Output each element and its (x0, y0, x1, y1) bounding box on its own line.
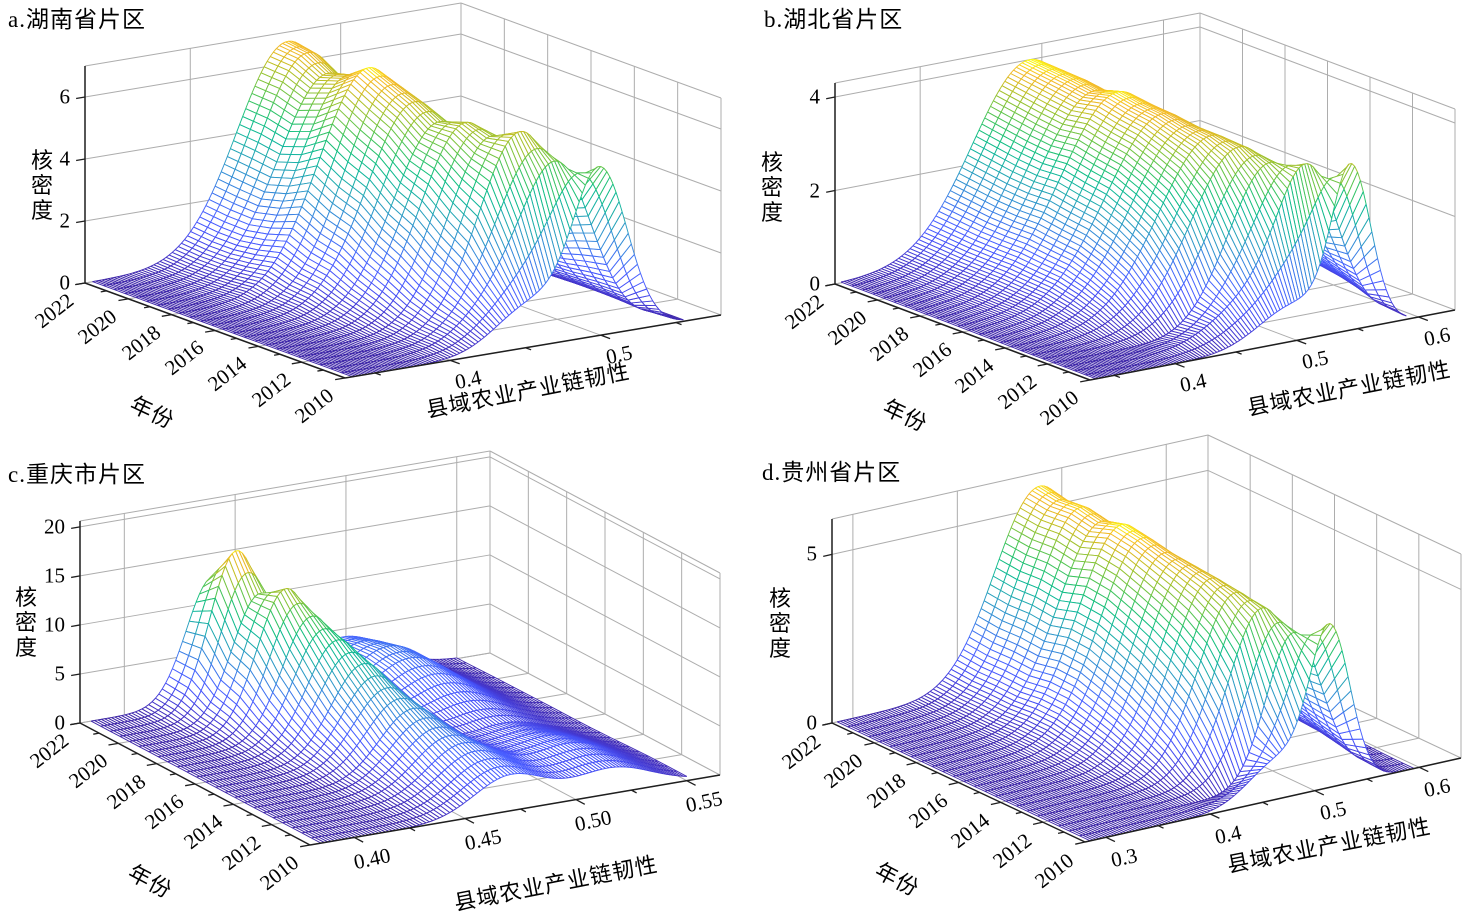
kde-evolution-figure: a.湖南省片区 b.湖北省片区 c.重庆市片区 d.贵州省片区 县域农业产业链韧… (0, 0, 1462, 914)
surface-plots-canvas (0, 0, 1462, 914)
